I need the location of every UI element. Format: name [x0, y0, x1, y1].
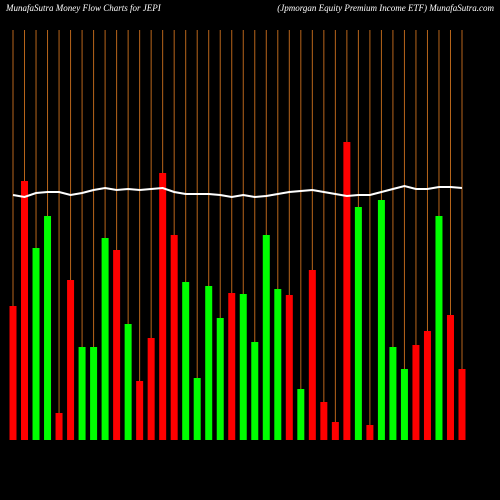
bar — [90, 347, 98, 440]
bar — [320, 402, 328, 440]
bar — [377, 200, 385, 440]
bar — [285, 295, 293, 440]
bar — [251, 342, 259, 440]
bar — [354, 207, 362, 440]
bar — [228, 293, 236, 440]
bar — [366, 425, 374, 440]
bar — [435, 216, 443, 440]
bar — [446, 315, 454, 440]
bar — [458, 369, 466, 440]
bar — [147, 338, 155, 440]
bar — [239, 294, 247, 440]
bar — [159, 173, 167, 440]
bar — [124, 324, 132, 440]
chart-title: MunafaSutra Money Flow Charts for JEPI — [5, 3, 162, 13]
bar — [78, 347, 86, 440]
bar — [136, 381, 144, 440]
bar — [55, 413, 63, 440]
bar — [113, 250, 121, 440]
bar — [182, 282, 190, 440]
bar — [297, 389, 305, 440]
bar — [412, 345, 420, 440]
bar — [193, 378, 201, 440]
bar — [170, 235, 178, 440]
bar — [44, 216, 52, 440]
bar — [67, 280, 75, 440]
bar — [389, 347, 397, 440]
bar — [21, 181, 29, 440]
bar — [308, 270, 316, 440]
bar — [216, 318, 224, 440]
bar — [274, 289, 282, 440]
chart-subtitle: (Jpmorgan Equity Premium Income ETF) Mun… — [277, 3, 494, 13]
bar — [9, 306, 17, 440]
bar — [343, 142, 351, 440]
bar — [400, 369, 408, 440]
money-flow-line — [12, 184, 463, 199]
bar — [262, 235, 270, 440]
bar — [423, 331, 431, 440]
bar — [101, 238, 109, 440]
bar — [32, 248, 40, 440]
bar — [331, 422, 339, 440]
bar — [205, 286, 213, 440]
